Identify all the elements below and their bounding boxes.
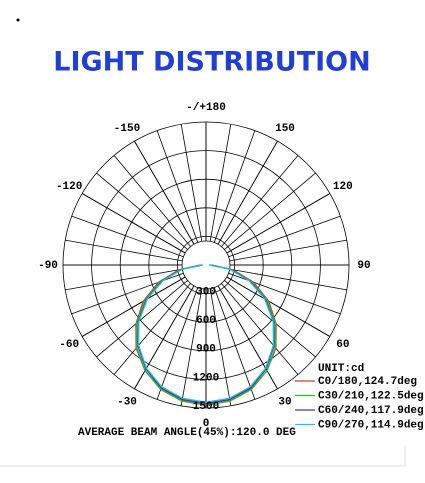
minor-spoke [71, 215, 184, 258]
minor-spoke [224, 172, 316, 250]
r-tick-label: 1500 [193, 401, 219, 413]
minor-spoke [113, 283, 191, 375]
minor-spoke [209, 288, 232, 406]
minor-spoke [213, 287, 256, 400]
r-tick-label: 1200 [193, 372, 219, 384]
theta-tick-label: 60 [336, 339, 349, 351]
minor-spoke [209, 124, 232, 242]
grid-circle [176, 235, 235, 294]
minor-spoke [96, 172, 188, 250]
frame [0, 446, 406, 467]
spoke [134, 140, 195, 245]
minor-spoke [224, 280, 316, 358]
series-line [135, 264, 277, 406]
minor-spoke [213, 130, 256, 243]
r-tick-label: 600 [196, 315, 216, 327]
minor-spoke [221, 155, 299, 247]
minor-spoke [113, 155, 191, 247]
series-line [135, 264, 277, 405]
minor-spoke [180, 124, 203, 242]
r-tick-label: 900 [196, 344, 216, 356]
minor-spoke [229, 239, 347, 262]
footnote: AVERAGE BEAM ANGLE(45%):120.0 DEG [78, 427, 296, 439]
spoke [226, 276, 331, 337]
minor-spoke [180, 288, 203, 406]
legend-label: C90/270,114.9deg [318, 419, 424, 431]
minor-spoke [229, 268, 347, 291]
theta-tick-label: 150 [275, 123, 295, 135]
hub-circle [181, 240, 231, 290]
minor-spoke [228, 272, 341, 315]
spoke [217, 285, 278, 390]
dot [16, 18, 20, 22]
spoke [217, 140, 278, 245]
theta-tick-label: -60 [59, 339, 79, 351]
legend-label: C60/240,117.9deg [318, 405, 424, 417]
legend-label: C30/210,122.5deg [318, 390, 424, 402]
unit-label: UNIT:cd [318, 363, 364, 375]
minor-spoke [65, 268, 183, 291]
spoke [81, 193, 186, 254]
theta-tick-label: -90 [38, 260, 58, 272]
minor-spoke [221, 283, 299, 375]
spoke [81, 276, 186, 337]
r-tick-label: 300 [196, 287, 216, 299]
theta-tick-label: -150 [114, 123, 140, 135]
minor-spoke [71, 272, 184, 315]
series-line [137, 264, 275, 403]
theta-tick-label: 120 [333, 181, 353, 193]
theta-tick-label: 30 [278, 397, 291, 409]
minor-spoke [156, 287, 199, 400]
theta-tick-label: 90 [357, 260, 370, 272]
theta-tick-label: 0 [203, 418, 210, 430]
minor-spoke [96, 280, 188, 358]
theta-tick-label: -/+180 [186, 102, 226, 114]
spoke [226, 193, 331, 254]
minor-spoke [156, 130, 199, 243]
minor-spoke [65, 239, 183, 262]
chart-title: LIGHT DISTRIBUTION [53, 47, 371, 78]
spoke [134, 285, 195, 390]
legend-label: C0/180,124.7deg [318, 376, 417, 388]
theta-tick-label: -120 [56, 181, 82, 193]
theta-tick-label: -30 [117, 397, 137, 409]
minor-spoke [228, 215, 341, 258]
